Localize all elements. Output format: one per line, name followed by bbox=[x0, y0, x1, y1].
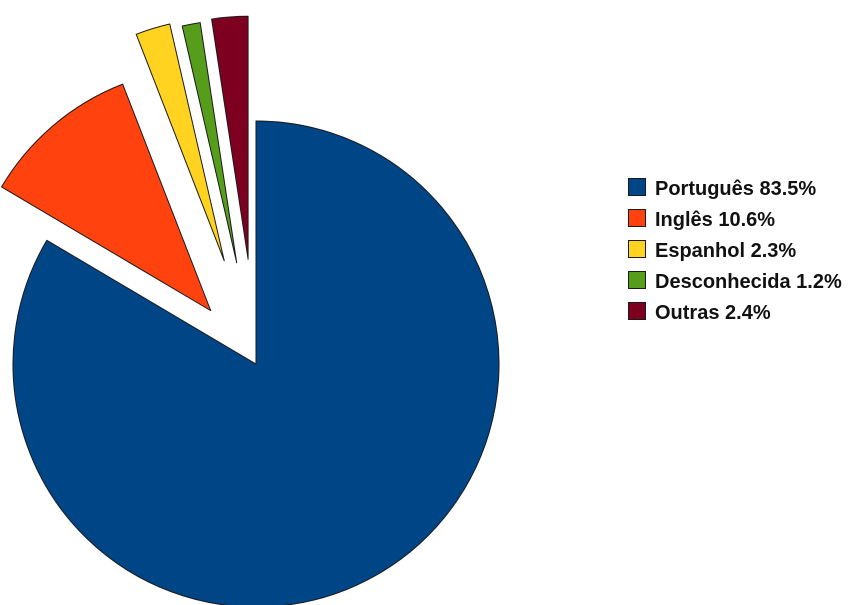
legend-label-portugues: Português 83.5% bbox=[655, 178, 817, 200]
pie-slice-desconhecida bbox=[181, 22, 238, 264]
pie-slice-outras bbox=[211, 15, 249, 260]
chart-legend: Português 83.5% Inglês 10.6% Espanhol 2.… bbox=[628, 176, 864, 331]
pie-slices bbox=[1, 15, 500, 605]
legend-label-ingles: Inglês 10.6% bbox=[655, 209, 776, 231]
legend-item-espanhol: Espanhol 2.3% bbox=[628, 238, 864, 264]
legend-swatch-outras bbox=[628, 302, 646, 320]
legend-label-espanhol: Espanhol 2.3% bbox=[655, 240, 797, 262]
legend-label-outras: Outras 2.4% bbox=[655, 302, 771, 324]
legend-item-ingles: Inglês 10.6% bbox=[628, 207, 864, 233]
legend-item-outras: Outras 2.4% bbox=[628, 300, 864, 326]
legend-swatch-ingles bbox=[628, 209, 646, 227]
legend-label-desconhecida: Desconhecida 1.2% bbox=[655, 271, 842, 293]
legend-item-desconhecida: Desconhecida 1.2% bbox=[628, 269, 864, 295]
pie-slice-ingles bbox=[1, 83, 212, 312]
pie-slice-portugues bbox=[12, 120, 500, 605]
legend-swatch-desconhecida bbox=[628, 271, 646, 289]
legend-swatch-portugues bbox=[628, 178, 646, 196]
legend-item-portugues: Português 83.5% bbox=[628, 176, 864, 202]
pie-slice-espanhol bbox=[135, 23, 225, 262]
legend-swatch-espanhol bbox=[628, 240, 646, 258]
